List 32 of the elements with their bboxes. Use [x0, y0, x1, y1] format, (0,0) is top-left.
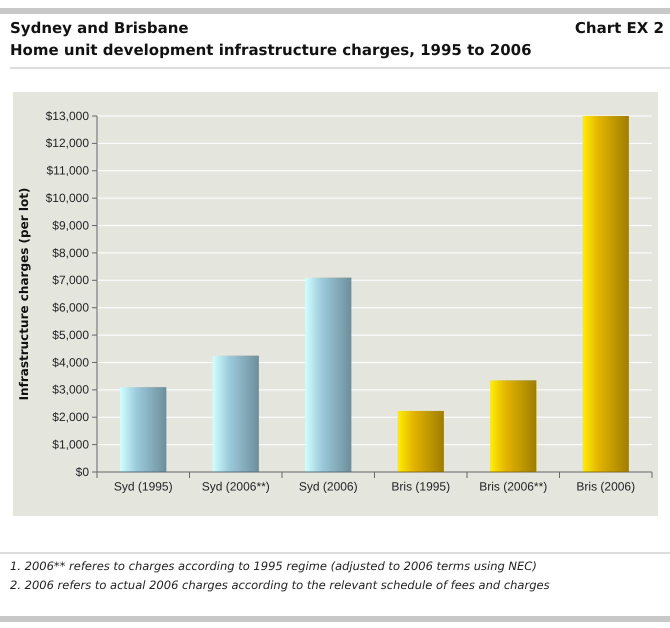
text: Chart EX 2 [574, 19, 664, 37]
bar [490, 380, 536, 472]
y-tick-label: $6,000 [52, 300, 90, 315]
chart-title: Sydney and Brisbane [10, 19, 189, 37]
text: 2. 2006 refers to actual 2006 charges according to the relevant schedule of fees and charges [10, 578, 550, 592]
y-tick-label: $1,000 [52, 437, 90, 452]
y-tick-label: $4,000 [52, 355, 90, 370]
x-tick-label: Bris (1995) [391, 480, 450, 494]
y-tick-label: $2,000 [52, 410, 90, 424]
chart-subtitle: Home unit development infrastructure charges, 1995 to 2006 [10, 41, 532, 59]
y-tick-label: $5,000 [52, 328, 90, 342]
bar [120, 387, 166, 472]
bar [212, 356, 259, 472]
y-tick-label: $0 [76, 464, 90, 479]
x-tick-label: Syd (1995) [114, 480, 173, 494]
bar [582, 116, 629, 472]
y-tick-label: $3,000 [52, 382, 90, 397]
y-tick-label: $8,000 [52, 246, 90, 260]
x-tick-label: Bris (2006) [576, 480, 636, 494]
text: 1. 2006** referes to charges according to 1995 regime (adjusted to 2006 terms using NEC) [10, 559, 537, 573]
x-tick-label: Syd (2006**) [202, 480, 270, 494]
y-tick-label: $13,000 [46, 108, 90, 123]
bar [398, 410, 444, 472]
bar [305, 278, 352, 472]
y-tick-label: $11,000 [46, 164, 90, 178]
y-tick-label: $9,000 [52, 218, 90, 232]
y-axis-title: Infrastructure charges (per lot) [17, 188, 31, 400]
x-tick-label: Syd (2006) [298, 480, 358, 494]
x-tick-label: Bris (2006**) [479, 480, 548, 494]
y-tick-label: $12,000 [46, 136, 90, 150]
y-tick-label: $10,000 [46, 190, 90, 205]
y-tick-label: $7,000 [52, 273, 90, 288]
